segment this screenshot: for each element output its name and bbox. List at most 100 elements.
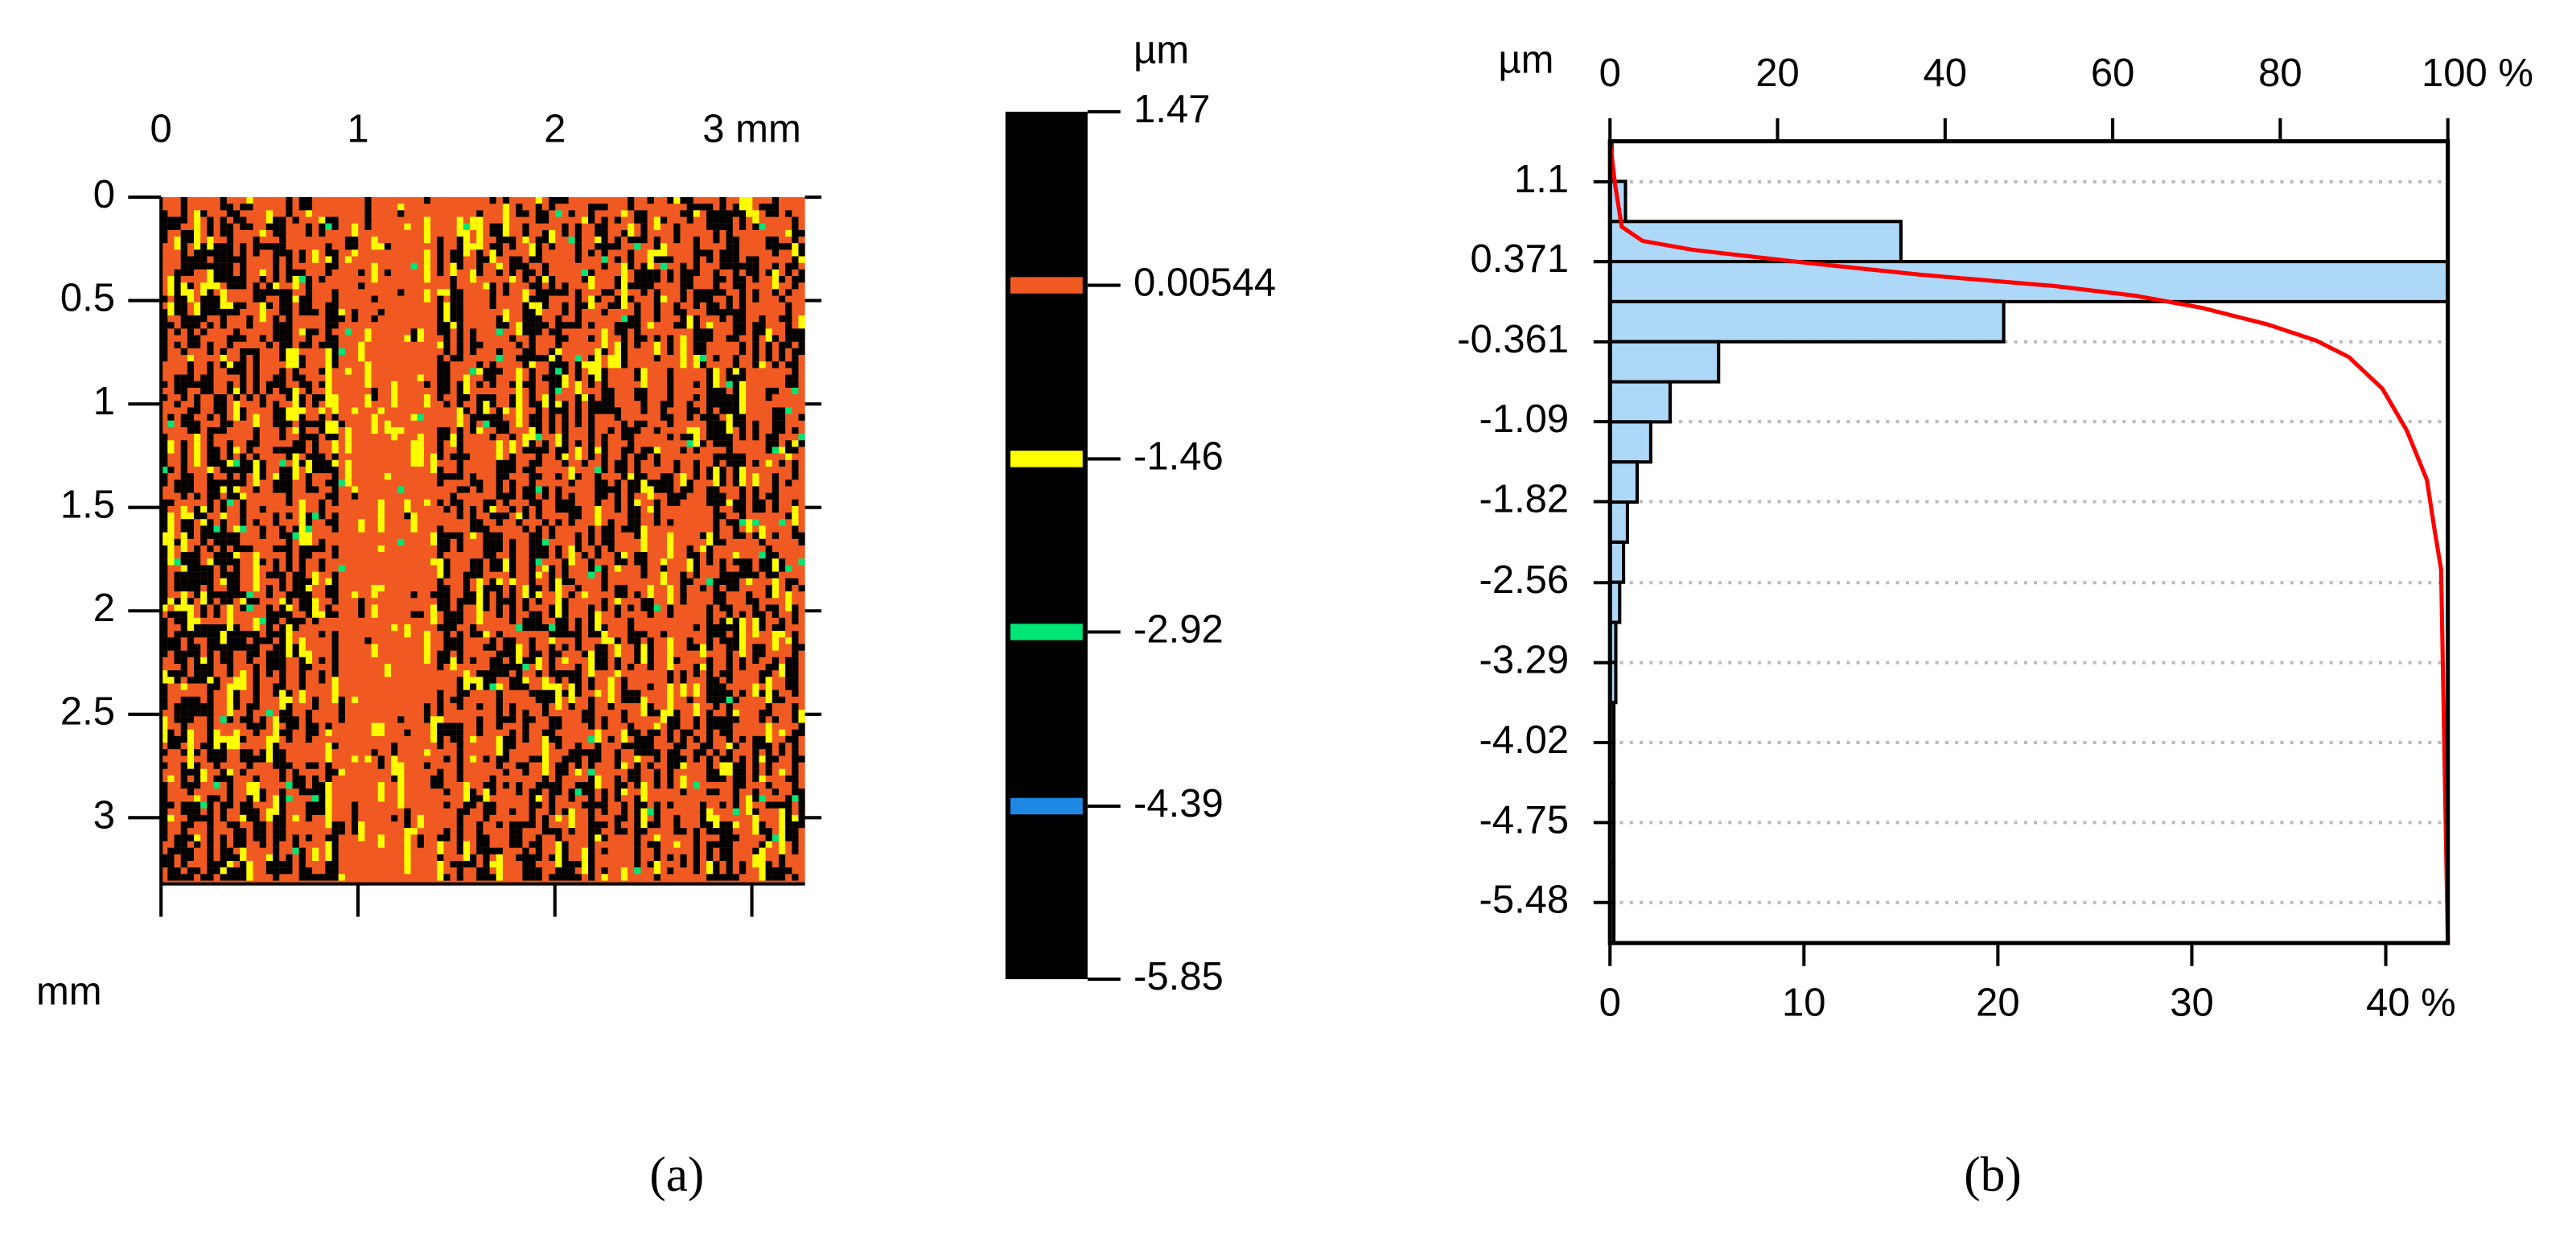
map-cell xyxy=(476,361,484,368)
map-cell xyxy=(496,663,503,671)
y-tick-label: 2.5 xyxy=(60,690,115,734)
map-cell xyxy=(555,631,562,638)
map-cell xyxy=(502,743,510,750)
map-cell xyxy=(535,650,542,657)
map-cell xyxy=(614,663,621,671)
map-cell xyxy=(522,210,529,217)
map-cell xyxy=(200,578,208,585)
map-cell xyxy=(588,617,595,624)
map-cell xyxy=(470,420,477,427)
map-cell xyxy=(509,677,516,684)
map-cell xyxy=(226,847,234,854)
map-cell xyxy=(785,243,792,250)
map-cell xyxy=(253,834,260,842)
map-cell xyxy=(240,473,247,480)
map-cell xyxy=(180,262,187,270)
map-cell xyxy=(634,426,641,434)
map-cell xyxy=(259,276,266,283)
map-cell xyxy=(699,663,707,671)
map-cell xyxy=(443,834,451,842)
map-cell xyxy=(194,565,201,572)
map-cell xyxy=(653,243,660,250)
map-cell xyxy=(476,874,484,881)
map-cell xyxy=(240,459,247,467)
map-cell xyxy=(496,598,503,605)
map-cell xyxy=(226,552,234,559)
map-cell xyxy=(456,335,463,342)
map-cell xyxy=(174,480,181,487)
map-cell xyxy=(588,631,595,638)
map-cell xyxy=(279,716,286,723)
map-cell xyxy=(325,801,332,809)
map-cell xyxy=(226,710,234,717)
map-cell xyxy=(516,683,523,690)
map-cell xyxy=(456,841,463,848)
map-cell xyxy=(180,308,187,316)
map-cell xyxy=(443,361,451,368)
map-cell xyxy=(226,861,234,868)
map-cell xyxy=(509,650,516,657)
map-cell xyxy=(496,821,503,829)
map-cell xyxy=(246,749,253,756)
map-cell xyxy=(706,663,714,671)
map-cell xyxy=(667,657,674,664)
map-cell xyxy=(634,237,641,244)
map-cell xyxy=(535,545,542,553)
map-cell xyxy=(562,361,569,368)
map-cell xyxy=(680,578,687,585)
map-cell xyxy=(305,387,313,395)
map-cell xyxy=(279,243,286,250)
map-cell xyxy=(595,545,602,553)
map-cell xyxy=(574,762,582,769)
map-cell xyxy=(187,788,195,796)
map-cell xyxy=(194,315,201,323)
map-cell xyxy=(595,821,602,829)
map-cell xyxy=(456,249,463,257)
map-cell xyxy=(752,762,759,769)
map-cell xyxy=(522,348,529,356)
map-cell xyxy=(312,466,319,474)
map-cell xyxy=(778,814,786,822)
map-cell xyxy=(792,683,799,690)
map-cell xyxy=(719,565,726,572)
map-cell xyxy=(555,788,562,796)
map-cell xyxy=(240,223,247,230)
map-cell xyxy=(377,545,385,553)
map-cell xyxy=(240,677,247,684)
map-cell xyxy=(352,808,359,815)
map-cell xyxy=(667,545,674,553)
map-cell xyxy=(298,374,306,381)
map-cell xyxy=(653,269,660,277)
map-cell xyxy=(463,795,471,802)
map-cell xyxy=(220,426,227,434)
map-cell xyxy=(713,624,720,632)
map-cell xyxy=(174,381,181,388)
map-cell xyxy=(187,532,195,539)
map-cell xyxy=(384,426,392,434)
map-cell xyxy=(476,414,484,421)
map-cell xyxy=(213,729,220,736)
map-cell xyxy=(535,197,542,204)
map-cell xyxy=(607,519,615,526)
map-cell xyxy=(187,624,195,632)
map-cell xyxy=(220,295,227,303)
map-cell xyxy=(220,578,227,585)
map-cell xyxy=(338,420,345,427)
map-cell xyxy=(719,513,726,520)
map-cell xyxy=(568,814,575,822)
map-cell xyxy=(562,558,569,566)
map-cell xyxy=(253,519,260,526)
map-cell xyxy=(581,716,589,723)
map-cell xyxy=(516,834,523,842)
map-cell xyxy=(167,558,175,566)
map-cell xyxy=(680,762,687,769)
map-cell xyxy=(187,650,195,657)
map-cell xyxy=(319,466,326,474)
map-cell xyxy=(588,249,595,257)
map-cell xyxy=(699,341,707,348)
map-cell xyxy=(161,355,168,362)
map-cell xyxy=(732,743,739,750)
map-cell xyxy=(673,743,681,750)
map-cell xyxy=(595,348,602,356)
map-cell xyxy=(298,565,306,572)
